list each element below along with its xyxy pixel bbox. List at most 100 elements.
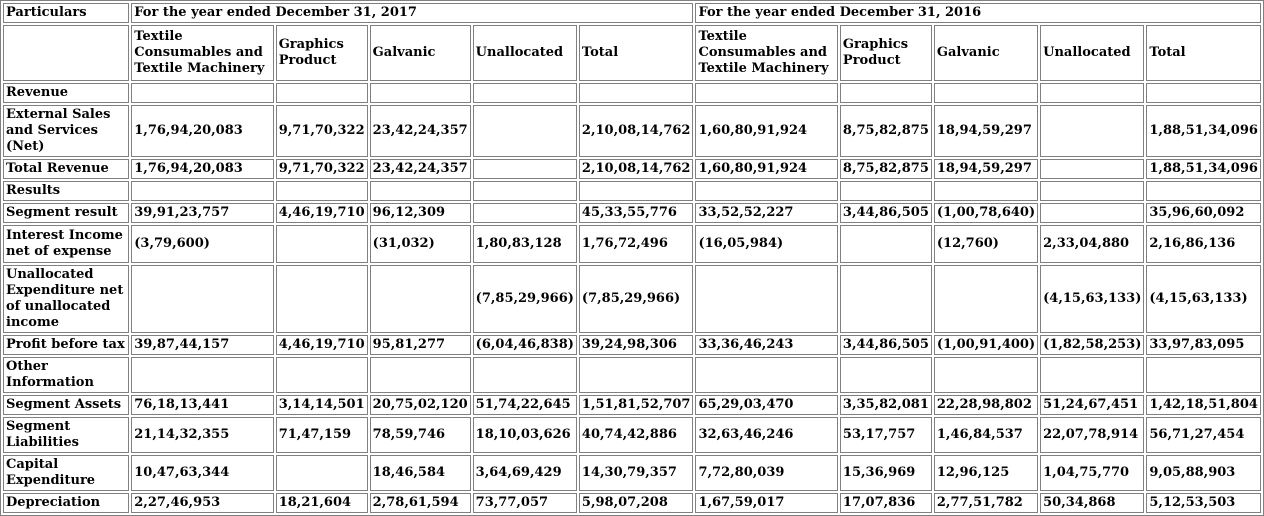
row-label: Revenue <box>3 83 130 103</box>
table-cell: (12,760) <box>933 225 1039 263</box>
table-cell: 1,42,18,51,804 <box>1146 395 1261 415</box>
table-cell <box>933 265 1039 333</box>
table-cell: 78,59,746 <box>369 417 471 453</box>
table-cell <box>578 357 694 393</box>
table-cell <box>839 181 932 201</box>
table-cell: 18,21,604 <box>275 493 368 513</box>
table-cell: 9,71,70,322 <box>275 159 368 179</box>
table-cell: 33,36,46,243 <box>695 335 838 355</box>
table-cell: 1,76,72,496 <box>578 225 694 263</box>
table-cell <box>369 83 471 103</box>
table-cell: 21,14,32,355 <box>131 417 274 453</box>
table-cell: 3,35,82,081 <box>839 395 932 415</box>
table-row: Total Revenue 1,76,94,20,083 9,71,70,322 23… <box>3 159 1261 179</box>
row-label: Unallocated Expenditure net of unallocat… <box>3 265 130 333</box>
table-cell: 1,88,51,34,096 <box>1146 159 1261 179</box>
table-row: Segment Assets 76,18,13,441 3,14,14,501 20,… <box>3 395 1261 415</box>
table-cell <box>839 83 932 103</box>
table-cell: 1,76,94,20,083 <box>131 105 274 157</box>
col-unallocated-2016: Unallocated <box>1040 25 1145 81</box>
table-cell <box>1040 159 1145 179</box>
row-label: Segment Liabilities <box>3 417 130 453</box>
table-cell: 2,33,04,880 <box>1040 225 1145 263</box>
col-total-2016: Total <box>1146 25 1261 81</box>
table-cell <box>839 357 932 393</box>
table-cell: 65,29,03,470 <box>695 395 838 415</box>
table-cell <box>695 265 838 333</box>
table-cell: 56,71,27,454 <box>1146 417 1261 453</box>
table-cell <box>131 83 274 103</box>
table-cell: (7,85,29,966) <box>472 265 577 333</box>
table-cell: 76,18,13,441 <box>131 395 274 415</box>
table-cell <box>839 225 932 263</box>
year-2017-header: For the year ended December 31, 2017 <box>131 3 694 23</box>
table-row: Segment result 39,91,23,757 4,46,19,710 96,… <box>3 203 1261 223</box>
row-label: External Sales and Services (Net) <box>3 105 130 157</box>
year-2016-header: For the year ended December 31, 2016 <box>695 3 1261 23</box>
table-cell <box>1040 83 1145 103</box>
table-cell: 10,47,63,344 <box>131 455 274 491</box>
table-cell: 39,91,23,757 <box>131 203 274 223</box>
table-cell <box>695 83 838 103</box>
table-cell <box>472 181 577 201</box>
table-row: Depreciation 2,27,46,953 18,21,604 2,78,61,… <box>3 493 1261 513</box>
row-label: Results <box>3 181 130 201</box>
table-row: Capital Expenditure 10,47,63,344 18,46,584… <box>3 455 1261 491</box>
table-cell <box>275 265 368 333</box>
table-cell <box>1146 83 1261 103</box>
table-cell <box>1040 203 1145 223</box>
table-cell: (1,00,78,640) <box>933 203 1039 223</box>
table-cell: 1,46,84,537 <box>933 417 1039 453</box>
table-cell <box>131 265 274 333</box>
table-cell: 2,77,51,782 <box>933 493 1039 513</box>
table-cell: 15,36,969 <box>839 455 932 491</box>
table-cell <box>1146 181 1261 201</box>
empty-header-cell <box>3 25 130 81</box>
table-cell: 4,46,19,710 <box>275 335 368 355</box>
col-graphics-2016: Graphics Product <box>839 25 932 81</box>
table-cell <box>472 83 577 103</box>
table-cell <box>275 455 368 491</box>
table-cell <box>369 181 471 201</box>
table-cell: (3,79,600) <box>131 225 274 263</box>
table-cell <box>933 83 1039 103</box>
table-cell: 2,10,08,14,762 <box>578 159 694 179</box>
row-label: Interest Income net of expense <box>3 225 130 263</box>
table-cell: 9,05,88,903 <box>1146 455 1261 491</box>
table-cell <box>131 181 274 201</box>
table-cell <box>275 357 368 393</box>
table-cell: 40,74,42,886 <box>578 417 694 453</box>
table-cell <box>695 357 838 393</box>
table-cell <box>1146 357 1261 393</box>
year-header-row: Particulars For the year ended December … <box>3 3 1261 23</box>
table-cell: 5,12,53,503 <box>1146 493 1261 513</box>
table-body: Revenue External Sales and Services (Net)… <box>3 83 1261 513</box>
particulars-header: Particulars <box>3 3 130 23</box>
table-cell: 1,80,83,128 <box>472 225 577 263</box>
table-cell: 95,81,277 <box>369 335 471 355</box>
table-row: Unallocated Expenditure net of unallocat… <box>3 265 1261 333</box>
table-cell: 9,71,70,322 <box>275 105 368 157</box>
col-unallocated-2017: Unallocated <box>472 25 577 81</box>
table-row: Results <box>3 181 1261 201</box>
table-cell <box>839 265 932 333</box>
table-cell: (6,04,46,838) <box>472 335 577 355</box>
table-cell: 17,07,836 <box>839 493 932 513</box>
table-cell: 8,75,82,875 <box>839 159 932 179</box>
table-cell: (16,05,984) <box>695 225 838 263</box>
table-cell: 18,94,59,297 <box>933 105 1039 157</box>
table-cell: 2,27,46,953 <box>131 493 274 513</box>
table-cell <box>933 181 1039 201</box>
row-label: Total Revenue <box>3 159 130 179</box>
table-cell <box>275 83 368 103</box>
table-cell: (4,15,63,133) <box>1040 265 1145 333</box>
table-cell: 5,98,07,208 <box>578 493 694 513</box>
table-row: Profit before tax 39,87,44,157 4,46,19,710… <box>3 335 1261 355</box>
table-cell: 20,75,02,120 <box>369 395 471 415</box>
table-cell <box>578 83 694 103</box>
table-cell: 3,14,14,501 <box>275 395 368 415</box>
table-cell: 2,16,86,136 <box>1146 225 1261 263</box>
table-cell: 35,96,60,092 <box>1146 203 1261 223</box>
table-cell <box>369 357 471 393</box>
